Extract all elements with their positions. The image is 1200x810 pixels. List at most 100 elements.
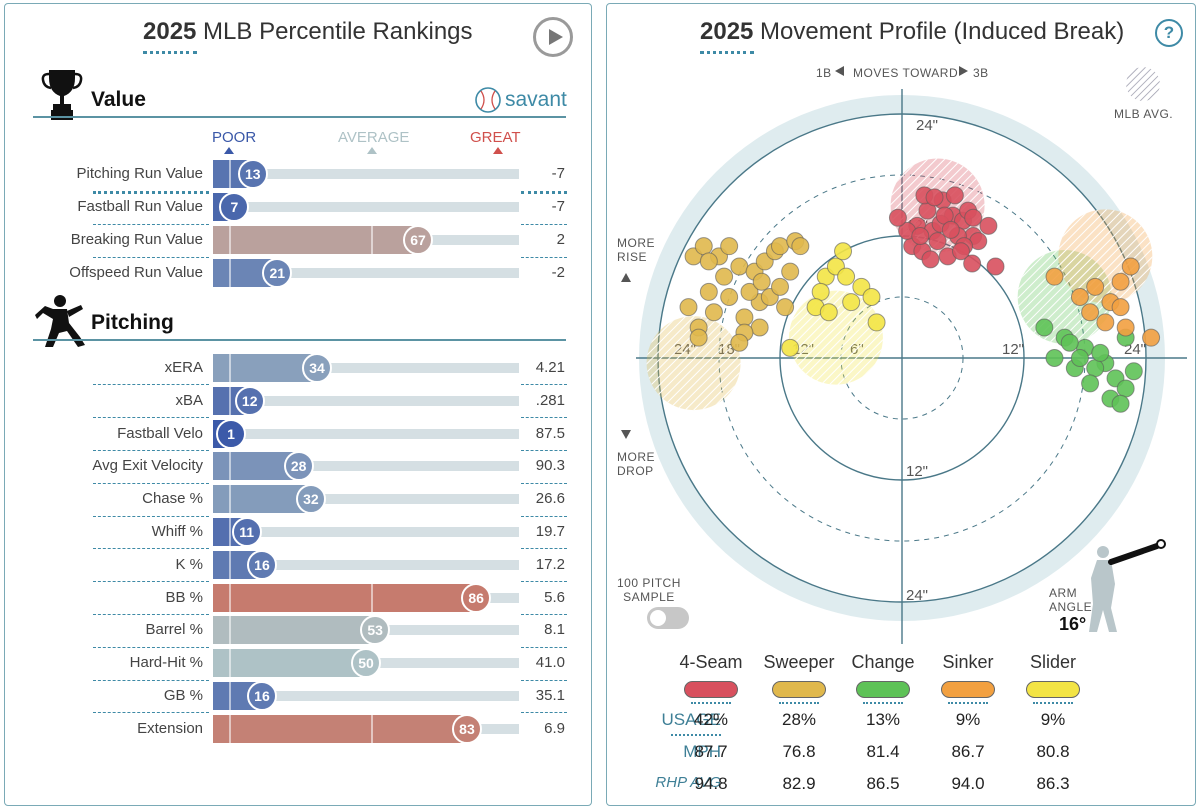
average-arrow-icon	[367, 147, 377, 154]
pitch-point-sweeper[interactable]	[771, 277, 789, 296]
pitch-point-sinker[interactable]	[1081, 303, 1100, 322]
play-icon[interactable]	[533, 17, 573, 57]
percentile-badge: 67	[403, 225, 434, 255]
pitch-point-4-seam[interactable]	[951, 242, 970, 261]
pitch-point-slider[interactable]	[837, 267, 856, 286]
pitch-point-change[interactable]	[1086, 359, 1105, 378]
metric-bar	[213, 226, 419, 254]
pitch-point-4-seam[interactable]	[928, 232, 947, 251]
pitch-point-sinker[interactable]	[1111, 298, 1130, 317]
pitch-point-sinker[interactable]	[1086, 277, 1105, 296]
row-divider	[93, 190, 209, 194]
pitch-point-slider[interactable]	[867, 313, 886, 332]
pitch-point-sweeper[interactable]	[699, 282, 718, 301]
metric-label: Extension	[137, 719, 203, 737]
pitch-point-sweeper[interactable]	[750, 318, 769, 337]
pitch-point-sweeper[interactable]	[694, 237, 713, 256]
pitch-point-sweeper[interactable]	[776, 298, 795, 317]
pitch-point-sinker[interactable]	[1045, 267, 1064, 286]
row-divider	[93, 614, 209, 615]
percentile-badge: 13	[237, 159, 268, 189]
pitch-point-4-seam[interactable]	[911, 227, 930, 245]
pitch-mph: 76.8	[782, 742, 816, 761]
pitch-point-sweeper[interactable]	[679, 298, 698, 317]
pitch-point-sweeper[interactable]	[704, 303, 723, 322]
pitch-point-slider[interactable]	[842, 293, 861, 312]
pitch-point-4-seam[interactable]	[986, 257, 1005, 276]
pitch-point-sinker[interactable]	[1111, 272, 1130, 291]
pitch-point-4-seam[interactable]	[979, 216, 998, 235]
metric-label: xERA	[164, 359, 203, 376]
pitch-point-sweeper[interactable]	[781, 262, 800, 281]
pitch-point-change[interactable]	[1124, 362, 1143, 381]
pitch-point-4-seam[interactable]	[888, 208, 907, 227]
pitch-point-sinker[interactable]	[1096, 313, 1115, 332]
pitch-point-sweeper[interactable]	[699, 252, 718, 271]
pitch-point-sweeper[interactable]	[730, 257, 749, 276]
pitch-points	[679, 186, 1161, 413]
pitch-point-sweeper[interactable]	[771, 237, 789, 256]
row-divider	[521, 256, 567, 258]
bar-tick	[229, 386, 231, 415]
pitch-point-slider[interactable]	[781, 338, 800, 357]
row-divider	[521, 614, 567, 615]
pitch-point-change[interactable]	[1045, 349, 1064, 367]
pitch-point-sweeper[interactable]	[689, 328, 708, 347]
row-divider	[521, 515, 567, 517]
baseball-icon	[475, 87, 501, 113]
pitch-point-sweeper[interactable]	[720, 288, 739, 306]
pitch-point-change[interactable]	[1060, 333, 1079, 352]
pitch-point-sinker[interactable]	[1070, 288, 1089, 306]
metric-track	[213, 395, 519, 406]
pitch-point-sweeper[interactable]	[735, 308, 754, 327]
metric-value: 2	[556, 231, 565, 248]
pitch-point-4-seam[interactable]	[963, 254, 982, 273]
metric-label: Avg Exit Velocity	[92, 457, 203, 475]
pitch-point-change[interactable]	[1111, 394, 1130, 413]
pitch-point-sweeper[interactable]	[715, 267, 734, 286]
metric-track	[213, 461, 519, 472]
pitch-point-4-seam[interactable]	[921, 250, 940, 269]
pitch-point-4-seam[interactable]	[964, 208, 983, 227]
metric-track	[213, 691, 519, 701]
pitch-point-sweeper[interactable]	[740, 282, 759, 301]
percentile-badge: 21	[262, 258, 293, 288]
pitch-point-change[interactable]	[1081, 374, 1100, 393]
metric-label: BB %	[165, 588, 203, 606]
pitch-rhp-avg: 94.0	[951, 774, 985, 793]
percentile-badge: 34	[302, 353, 333, 383]
great-arrow-icon	[493, 147, 503, 154]
pitch-point-sinker[interactable]	[1121, 257, 1140, 276]
pitch-point-slider[interactable]	[811, 282, 830, 301]
help-icon[interactable]: ?	[1155, 19, 1183, 47]
ring-label: 12"	[906, 463, 928, 480]
pitch-point-change[interactable]	[1091, 343, 1110, 362]
metric-bar	[213, 616, 376, 645]
movement-title: 2025 Movement Profile (Induced Break)	[700, 18, 1125, 45]
ring-label: 24"	[916, 117, 938, 134]
pitch-point-change[interactable]	[1070, 349, 1089, 367]
pitch-point-sinker[interactable]	[1116, 318, 1135, 337]
mlb-avg-hatch	[1058, 209, 1153, 304]
pitch-point-slider[interactable]	[819, 303, 838, 322]
pitch-point-change[interactable]	[1116, 379, 1135, 398]
sample-toggle[interactable]	[647, 607, 689, 629]
pitch-point-change[interactable]	[1035, 318, 1054, 337]
pitch-point-sweeper[interactable]	[791, 237, 810, 256]
metric-value: -2	[551, 264, 565, 281]
mlb-avg-label: MLB AVG.	[1114, 107, 1174, 121]
pitch-point-sweeper[interactable]	[752, 272, 771, 291]
pitch-point-sweeper[interactable]	[720, 237, 739, 256]
pitch-name: Slider	[1029, 652, 1077, 672]
pitch-usage: 42%	[693, 710, 729, 729]
pitch-point-slider[interactable]	[834, 242, 853, 261]
pitch-point-4-seam[interactable]	[945, 186, 964, 205]
pitch-point-sweeper[interactable]	[730, 333, 749, 352]
pitch-point-4-seam[interactable]	[925, 188, 944, 207]
pitch-point-4-seam[interactable]	[941, 220, 960, 239]
metric-value: 87.5	[535, 424, 565, 442]
pitch-rhp-avg: 86.5	[866, 774, 900, 793]
pitch-point-sinker[interactable]	[1142, 328, 1161, 347]
pitch-point-slider[interactable]	[862, 288, 881, 306]
metric-label: Hard-Hit %	[129, 654, 203, 672]
